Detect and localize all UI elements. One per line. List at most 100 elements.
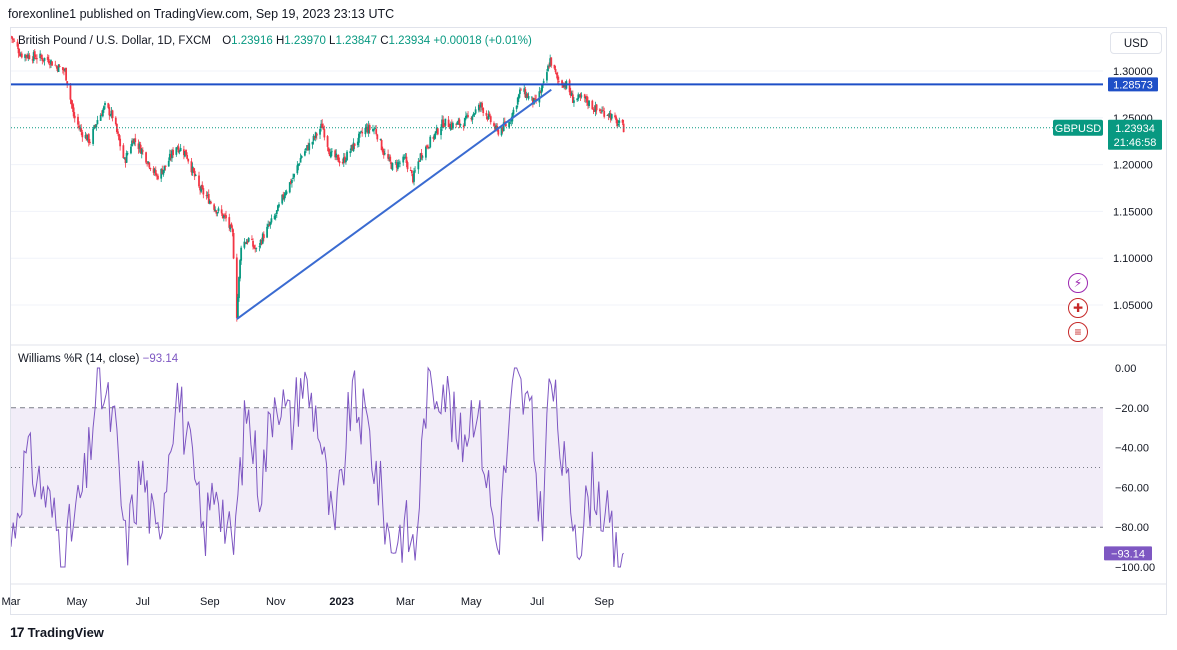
candle-body: [145, 152, 147, 163]
price-axis: 1.300001.250001.200001.150001.100001.050…: [1113, 66, 1153, 312]
candle-body: [494, 126, 496, 130]
candle-body: [603, 110, 606, 117]
us-flag-icon[interactable]: ≡: [1068, 322, 1088, 342]
candle-body: [20, 53, 23, 58]
candle-body: [381, 149, 384, 153]
candle-body: [270, 218, 273, 223]
candle-body: [418, 161, 421, 162]
candle-body: [391, 162, 394, 170]
currency-button[interactable]: USD: [1110, 32, 1162, 54]
candle-body: [36, 58, 38, 60]
candle-body: [199, 187, 201, 191]
candle-body: [63, 69, 65, 71]
candle-body: [554, 68, 557, 73]
last-price-text: 1.23934: [1115, 123, 1155, 135]
candle-body: [420, 153, 423, 158]
candle-body: [462, 125, 465, 128]
candle-body: [449, 123, 452, 130]
candle-body: [365, 126, 368, 129]
candle-body: [26, 55, 29, 58]
candle-body: [509, 122, 512, 124]
candle-body: [606, 115, 609, 116]
candle-body: [267, 224, 270, 227]
candles: [11, 35, 625, 322]
candle-body: [125, 152, 128, 163]
candle-body: [329, 151, 332, 158]
candle-body: [237, 297, 239, 318]
candle-body: [455, 123, 458, 125]
close-value: 1.23934: [388, 35, 431, 47]
candle-body: [342, 157, 345, 163]
candle-body: [298, 163, 301, 165]
candle-body: [618, 120, 621, 123]
brand-footer[interactable]: 17 TradingView: [10, 624, 104, 640]
candle-body: [99, 114, 102, 121]
candle-body: [176, 147, 179, 149]
candle-body: [433, 133, 436, 139]
candle-body: [352, 142, 355, 152]
candle-body: [412, 173, 414, 183]
candle-body: [84, 135, 87, 139]
candle-body: [246, 240, 249, 243]
candle-body: [289, 180, 292, 184]
williams-tick-label: −80.00: [1115, 522, 1149, 534]
candle-body: [109, 115, 112, 117]
candle-body: [269, 222, 272, 226]
candle-body: [562, 85, 565, 88]
candle-body: [364, 127, 367, 135]
uk-flag-icon[interactable]: ✚: [1068, 298, 1088, 318]
candle-body: [57, 64, 60, 73]
candle-body: [425, 146, 427, 158]
candle-body: [87, 134, 90, 143]
candle-body: [33, 51, 36, 58]
time-tick-label: Nov: [266, 596, 286, 608]
candle-body: [32, 52, 35, 61]
candle-body: [356, 141, 359, 146]
candle-body: [380, 140, 383, 151]
candle-body: [247, 238, 250, 242]
candle-body: [534, 98, 536, 100]
candle-body: [368, 125, 371, 130]
candle-body: [549, 58, 552, 67]
candle-body: [66, 81, 69, 86]
candle-body: [311, 141, 314, 145]
candle-body: [245, 241, 248, 245]
price-tick-label: 1.15000: [1113, 206, 1153, 218]
candle-body: [479, 105, 481, 108]
lightning-icon[interactable]: ⚡: [1068, 273, 1088, 293]
candle-body: [141, 150, 144, 152]
candle-body: [175, 147, 178, 155]
candle-body: [600, 112, 602, 114]
candle-body: [43, 57, 46, 61]
candle-body: [153, 169, 156, 173]
candle-body: [262, 234, 265, 239]
candle-body: [360, 131, 362, 132]
candle-body: [16, 41, 19, 47]
candle-body: [179, 147, 182, 152]
candle-body: [473, 113, 476, 115]
candle-body: [231, 228, 234, 233]
candle-body: [41, 57, 44, 61]
candle-body: [157, 175, 159, 180]
countdown-text: 21:46:58: [1114, 137, 1157, 149]
candle-body: [500, 128, 503, 136]
candle-body: [240, 247, 243, 261]
candle-body: [288, 182, 291, 193]
candle-body: [235, 257, 238, 318]
candle-body: [100, 114, 103, 116]
candle-body: [193, 170, 196, 177]
candle-body: [278, 204, 280, 207]
candle-body: [594, 105, 597, 112]
candle-body: [349, 151, 352, 154]
candle-body: [152, 168, 155, 173]
candle-body: [353, 143, 356, 146]
price-tick-label: 1.05000: [1113, 300, 1153, 312]
candle-body: [255, 247, 258, 249]
candle-body: [501, 127, 504, 131]
candle-body: [252, 240, 254, 247]
candle-body: [341, 162, 344, 164]
candle-body: [225, 215, 227, 219]
candle-body: [217, 208, 220, 211]
candle-body: [540, 87, 543, 93]
